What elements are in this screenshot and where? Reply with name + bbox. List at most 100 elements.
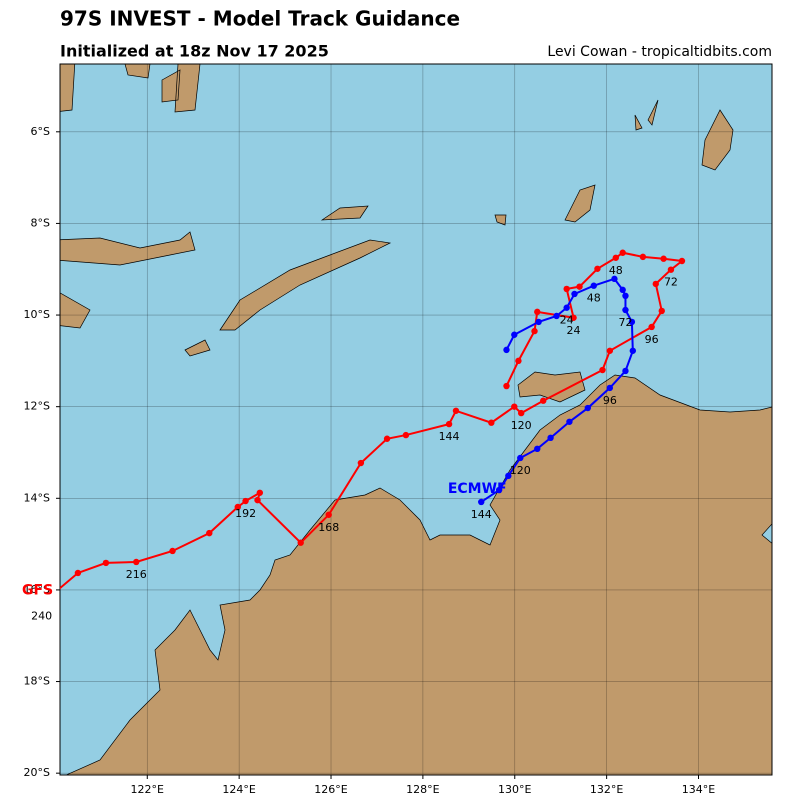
hour-label: 96 [645, 333, 659, 346]
track-point [622, 306, 629, 314]
track-point [594, 265, 601, 272]
wetar [320, 205, 369, 221]
track-point [206, 529, 213, 537]
track-point [515, 357, 522, 365]
track-point [297, 539, 304, 546]
x-tick-label: 134°E [682, 783, 715, 796]
land [60, 64, 772, 775]
hour-label: 192 [235, 507, 256, 520]
track-line [60, 251, 685, 590]
track-point [325, 511, 332, 518]
track-group [478, 275, 637, 506]
track-point [534, 445, 541, 453]
hour-label: 24 [560, 314, 574, 327]
hour-label: 120 [511, 419, 532, 432]
title: 97S INVEST - Model Track Guidance [60, 7, 460, 31]
x-tick-label: 124°E [222, 783, 255, 796]
track-point [133, 558, 140, 566]
subtitle: Initialized at 18z Nov 17 2025 [60, 42, 329, 61]
track-point [570, 314, 577, 321]
x-tick-label: 132°E [590, 783, 623, 796]
y-tick-label: 8°S [31, 216, 50, 229]
hour-label: 48 [587, 292, 601, 305]
y-tick-label: 20°S [24, 766, 50, 779]
track-point [547, 434, 554, 442]
track-point [495, 486, 503, 494]
y-tick-label: 12°S [24, 400, 50, 413]
track-point [571, 290, 578, 298]
track-point [383, 435, 391, 442]
track-point [531, 327, 538, 335]
track-point [74, 569, 82, 577]
track-point [667, 266, 675, 273]
track-point [648, 323, 655, 331]
hour-label: 120 [510, 464, 531, 477]
track-point [658, 307, 665, 315]
hour-label: 72 [664, 276, 678, 289]
track-group [60, 249, 686, 590]
track-point [599, 366, 606, 374]
australia [65, 374, 772, 775]
sulawesi [60, 64, 76, 112]
track-point [606, 347, 614, 354]
track-point [534, 308, 541, 316]
melville-island [517, 371, 586, 403]
track-point [511, 331, 518, 338]
track-point [445, 420, 453, 428]
aru [701, 109, 734, 171]
track-point [660, 255, 667, 262]
track-point [612, 254, 620, 261]
hour-label: 72 [618, 316, 632, 329]
model-name: ECMWF [448, 481, 507, 497]
track-point [606, 384, 614, 392]
track-point [402, 431, 410, 439]
track-point [256, 489, 264, 496]
hour-label: 168 [318, 521, 339, 534]
hour-label: 24 [567, 324, 581, 337]
model-name: GFS [22, 583, 53, 599]
sumba [184, 339, 211, 357]
y-tick-label: 10°S [24, 308, 50, 321]
hour-label: 96 [603, 394, 617, 407]
track-point [254, 496, 261, 504]
track-point [619, 286, 626, 294]
track-point [540, 397, 547, 404]
x-tick-label: 126°E [314, 783, 347, 796]
track-point [629, 347, 637, 354]
track-point [619, 249, 626, 256]
credit: Levi Cowan - tropicaltidbits.com [547, 44, 772, 60]
track-point [584, 404, 591, 412]
hour-label: 144 [439, 430, 460, 443]
islands [124, 64, 659, 226]
track-point [452, 407, 460, 414]
track-point [517, 409, 525, 417]
track-point [478, 498, 485, 506]
track-point [511, 403, 518, 410]
track-point [622, 367, 629, 375]
x-tick-label: 128°E [406, 783, 439, 796]
hour-label: 216 [126, 568, 147, 581]
track-point [234, 503, 241, 511]
track-point [639, 253, 647, 261]
flores [60, 231, 196, 266]
map-frame [59, 63, 773, 776]
track-point [563, 304, 570, 311]
track-point [563, 285, 570, 293]
track-point [611, 275, 618, 283]
track-point [535, 318, 542, 326]
track-point [622, 292, 629, 300]
hour-label: 48 [609, 264, 623, 277]
track-point [357, 459, 365, 467]
track-point [102, 559, 110, 567]
hour-label: 240 [31, 610, 52, 623]
track-point [566, 418, 573, 425]
timor [219, 239, 392, 331]
y-tick-label: 6°S [31, 125, 50, 138]
x-tick-label: 130°E [498, 783, 531, 796]
track-point [652, 280, 659, 288]
track-point [505, 472, 512, 480]
track-point [628, 318, 636, 326]
tanimbar [564, 184, 596, 223]
track-point [503, 346, 510, 354]
